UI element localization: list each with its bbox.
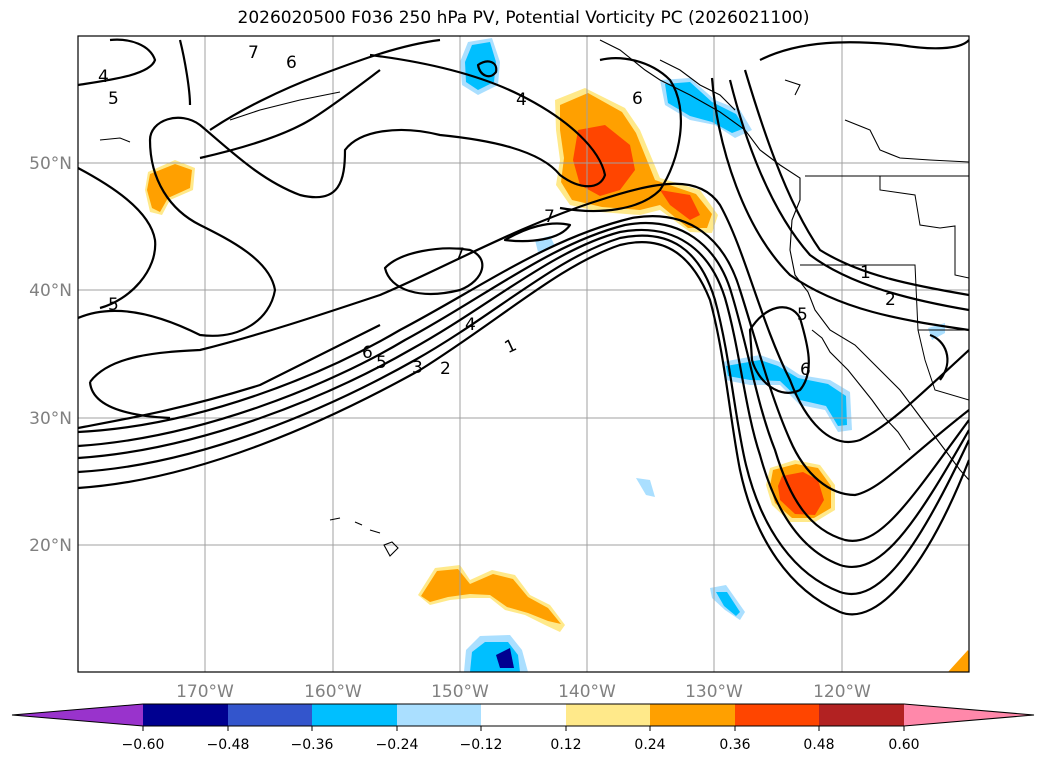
contour-label-7b: 7 [544,207,555,227]
colorbar-segment-9 [819,704,904,726]
map-frame [77,35,970,673]
colorbar-segment-7 [650,704,735,726]
pv-contours [78,38,969,616]
colorbar-tick-label: −0.24 [376,737,419,753]
lon-label-140w: 140°W [558,682,616,702]
lon-label-150w: 150°W [431,682,489,702]
colorbar-segment-2 [228,704,312,726]
contour-label-5b: 5 [108,295,119,315]
contour-label-6d: 6 [800,360,811,380]
colorbar-segment-4 [397,704,481,726]
lat-label-30n: 30°N [29,409,72,429]
lon-label-130w: 130°W [685,682,743,702]
contour-label-5: 5 [376,353,387,373]
map-panel [78,36,969,672]
colorbar-segment-3 [312,704,397,726]
colorbar-extend-high [904,704,1034,726]
colorbar-tick-label: −0.60 [122,737,165,753]
colorbar-extend-low [12,704,143,726]
coastlines [99,39,969,557]
contour-label-2: 2 [885,290,896,310]
contour-label-5d: 5 [797,305,808,325]
colorbar-segment-8 [735,704,819,726]
contour-label-4c: 4 [98,67,109,87]
contour-label-6: 6 [362,343,373,363]
latitude-labels: 50°N 40°N 30°N 20°N [29,154,72,556]
contour-label-5c: 5 [108,89,119,109]
lon-label-170w: 170°W [176,682,234,702]
map-title: 2026020500 F036 250 hPa PV, Potential Vo… [237,8,810,28]
colorbar-tick-label: 0.60 [888,737,919,753]
colorbar-tick-label: 0.36 [719,737,750,753]
colorbar-tick-label: 0.12 [550,737,581,753]
colorbar-tick-label: 0.48 [803,737,834,753]
contour-label-7: 7 [454,245,465,265]
lat-label-40n: 40°N [29,281,72,301]
longitude-labels: 170°W 160°W 150°W 140°W 130°W 120°W [176,682,871,702]
contour-label-4b: 4 [516,90,527,110]
colorbar-segment-1 [143,704,228,726]
lat-label-20n: 20°N [29,536,72,556]
contour-label-3: 3 [412,358,423,378]
lat-label-50n: 50°N [29,154,72,174]
colorbar-tick-label: −0.48 [207,737,250,753]
contour-label-6b: 6 [632,89,643,109]
contour-label-2b: 2 [440,359,451,379]
negative-anomaly-shading [460,38,945,672]
colorbar-tick-label: −0.36 [291,737,334,753]
lon-label-160w: 160°W [304,682,362,702]
colorbar-tick-label: 0.24 [634,737,665,753]
lon-label-120w: 120°W [813,682,871,702]
contour-label-7c: 7 [248,43,259,63]
contour-labels: 1 2 1 2 3 4 4 4 5 5 5 5 6 6 6 6 7 7 7 [98,43,896,380]
colorbar-tick-label: −0.12 [460,737,503,753]
colorbar [11,703,1035,727]
colorbar-segment-5 [481,704,566,726]
contour-label-6c: 6 [286,53,297,73]
contour-label-1b: 1 [860,263,871,283]
colorbar-segment-6 [566,704,650,726]
contour-label-4: 4 [465,315,476,335]
colorbar-ticks: −0.60 −0.48 −0.36 −0.24 −0.12 0.12 0.24 … [122,726,920,753]
